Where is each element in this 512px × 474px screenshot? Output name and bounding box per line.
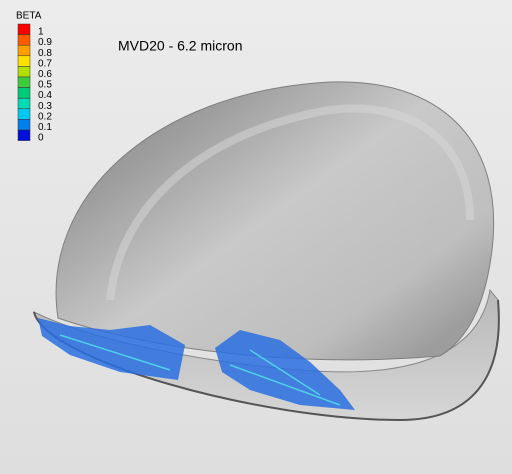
- legend-label: 0.9: [38, 37, 52, 48]
- title: MVD20 - 6.2 micron: [118, 38, 242, 54]
- legend-label: 0.3: [38, 101, 52, 112]
- legend-label: 0.6: [38, 69, 52, 80]
- legend-label: 0.5: [38, 80, 52, 91]
- legend-swatch: [18, 66, 30, 77]
- legend-label: 0.7: [38, 58, 52, 69]
- legend-title: BETA: [16, 11, 42, 22]
- legend-swatch: [18, 98, 30, 109]
- legend-swatch: [18, 35, 30, 46]
- legend-label: 0.4: [38, 90, 52, 101]
- legend-swatch: [18, 45, 30, 56]
- legend-swatch: [18, 56, 30, 67]
- legend-swatch: [18, 77, 30, 88]
- legend-swatch: [18, 24, 30, 35]
- legend-label: 0.2: [38, 111, 52, 122]
- legend-swatch: [18, 130, 30, 141]
- legend-label: 1: [38, 27, 44, 38]
- legend-swatch: [18, 119, 30, 130]
- legend-swatch: [18, 109, 30, 120]
- legend-label: 0.1: [38, 122, 52, 133]
- legend-swatch: [18, 88, 30, 99]
- visualization: BETA 10.90.80.70.60.50.40.30.20.10 MVD20…: [0, 0, 512, 474]
- legend-label: 0.8: [38, 48, 52, 59]
- legend-label: 0: [38, 133, 44, 144]
